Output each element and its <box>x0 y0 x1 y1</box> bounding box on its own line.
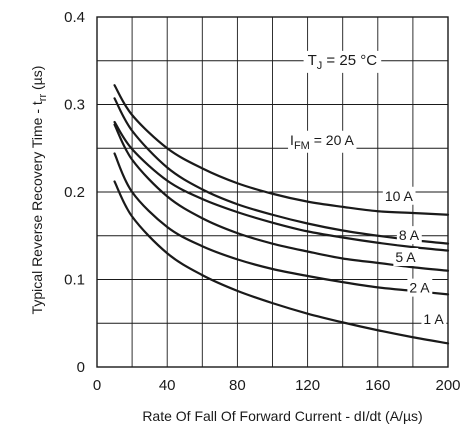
series-label-text: 2 A <box>409 280 430 296</box>
series-curve <box>113 97 450 245</box>
series-label-text: 8 A <box>399 227 420 243</box>
x-axis-label: Rate Of Fall Of Forward Current - dI/dt … <box>142 408 422 424</box>
x-tick-label: 40 <box>159 377 176 394</box>
series-label: 2 A <box>407 278 433 297</box>
annotation-rest: = 25 °C <box>322 52 377 69</box>
y-tick-label: 0 <box>77 359 85 376</box>
y-axis-label-main: Typical Reverse Recovery Time - t <box>29 101 45 314</box>
annotation-background <box>303 50 382 73</box>
series-curve <box>113 84 450 216</box>
x-tick-label: 80 <box>229 377 246 394</box>
y-tick-label: 0.1 <box>64 272 85 289</box>
series-curves <box>113 84 450 345</box>
series-label: 1 A <box>421 310 447 329</box>
series-label-text: 1 A <box>423 311 444 327</box>
series-label-background <box>288 130 357 153</box>
y-axis-label-unit: (µs) <box>29 66 45 94</box>
series-label: 10 A <box>382 186 416 205</box>
series-label-background <box>393 248 419 266</box>
series-label: IFM = 20 A <box>288 130 357 153</box>
temperature-annotation: TJ = 25 °C <box>308 52 378 72</box>
annotation-sub: J <box>317 60 323 72</box>
annotation-main: T <box>308 52 317 69</box>
y-tick-label: 0.3 <box>64 97 85 114</box>
x-tick-label: 160 <box>365 377 390 394</box>
series-curve <box>113 180 450 345</box>
y-axis-label-sub: rr <box>37 94 49 102</box>
x-tick-label: 0 <box>93 377 101 394</box>
y-tick-label: 0.2 <box>64 184 85 201</box>
series-curve <box>113 120 450 252</box>
plot-frame <box>96 16 449 368</box>
series-label: 8 A <box>396 226 422 245</box>
x-tick-labels: 0 40 80 120 160 200 <box>93 377 461 394</box>
series-curve <box>113 123 450 272</box>
series-label-background <box>421 310 447 329</box>
series-label-background <box>407 278 433 297</box>
series-label-text: 10 A <box>385 188 414 204</box>
series-labels: IFM = 20 A 10 A 8 A 5 A 2 A 1 A <box>288 130 447 329</box>
x-tick-label: 200 <box>435 377 460 394</box>
x-tick-label: 120 <box>295 377 320 394</box>
series-label-background <box>382 186 416 205</box>
series-curve <box>113 152 450 296</box>
series-label-text: IFM = 20 A <box>290 132 354 152</box>
series-label: 5 A <box>393 248 419 266</box>
series-label-text: 5 A <box>395 249 416 265</box>
y-tick-label: 0.4 <box>64 9 85 26</box>
y-axis-label: Typical Reverse Recovery Time - trr (µs) <box>29 66 49 315</box>
series-label-background <box>396 226 422 245</box>
y-tick-labels: 0 0.1 0.2 0.3 0.4 <box>64 9 85 376</box>
